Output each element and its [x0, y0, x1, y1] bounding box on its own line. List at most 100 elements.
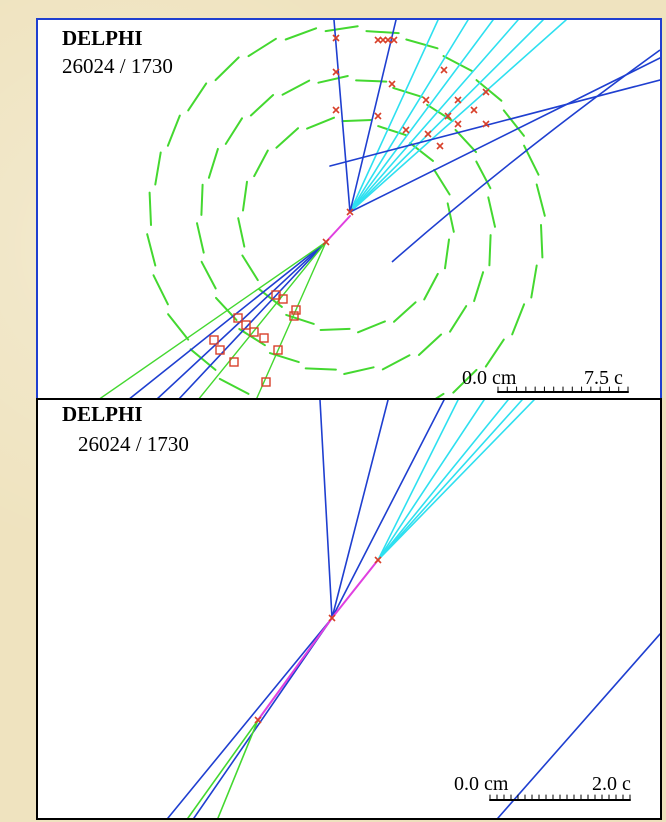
light-track — [349, 20, 519, 213]
hit-marker — [388, 80, 396, 88]
hit-marker — [374, 112, 382, 120]
detector-segment-middle — [249, 94, 275, 117]
hit-marker — [482, 120, 490, 128]
detector-segment-inner — [241, 254, 259, 282]
detector-segment-inner — [433, 168, 451, 196]
cluster-marker — [233, 313, 243, 323]
track — [349, 20, 397, 213]
detector-segment-inner — [242, 180, 248, 212]
hit-marker — [332, 34, 340, 42]
track — [331, 400, 445, 619]
track — [319, 400, 333, 619]
detector-segment-inner — [237, 217, 246, 248]
hit-marker — [322, 238, 330, 246]
detector-segment-inner — [253, 149, 269, 178]
detector-segment-middle — [488, 234, 492, 267]
detector-segment-middle — [304, 367, 337, 371]
detector-segment-middle — [196, 222, 205, 254]
detector-segment-inner — [409, 142, 434, 162]
secondary-track — [197, 241, 327, 400]
detector-segment-middle — [224, 117, 243, 145]
vertex-marker — [374, 556, 382, 564]
detector-segment-outer — [484, 338, 505, 368]
detector-segment-middle — [426, 103, 454, 122]
detector-segment-outer — [187, 82, 208, 112]
hit-marker — [390, 36, 398, 44]
secondary-track — [187, 719, 259, 818]
detector-segment-middle — [200, 260, 217, 290]
detector-segment-middle — [200, 183, 204, 216]
detector-segment-outer — [511, 303, 526, 336]
event-display-zoom: DELPHI 26024 / 1730 0.0 cm 2.0 c — [36, 398, 662, 820]
detector-segment-inner — [285, 313, 315, 325]
cluster-marker — [215, 345, 225, 355]
detector-segment-outer — [540, 224, 544, 259]
light-track — [349, 20, 544, 213]
track — [167, 617, 333, 818]
detector-segment-middle — [449, 305, 468, 333]
hit-marker — [470, 106, 478, 114]
detector-segment-outer — [189, 348, 217, 371]
detector-segment-outer — [152, 274, 169, 306]
overview-canvas — [97, 20, 660, 400]
detector-segment-inner — [357, 320, 386, 334]
detector-segment-middle — [487, 196, 496, 228]
event-display-overview: DELPHI 26024 / 1730 0.0 cm 7.5 c — [36, 18, 662, 402]
track — [331, 400, 389, 619]
detector-segment-middle — [343, 366, 375, 375]
secondary-track — [255, 241, 327, 400]
detector-segment-inner — [341, 119, 373, 123]
detector-segment-middle — [475, 160, 492, 190]
light-track — [349, 20, 439, 213]
hit-marker — [332, 106, 340, 114]
track — [333, 20, 351, 213]
hit-marker — [402, 126, 410, 134]
light-track — [349, 20, 494, 213]
hit-marker — [454, 96, 462, 104]
detector-segment-outer — [530, 264, 538, 299]
detector-segment-outer — [502, 109, 525, 137]
detector-segment-outer — [324, 25, 359, 33]
bottom-scale-end: 2.0 c — [592, 773, 631, 795]
detector-segment-outer — [284, 27, 318, 41]
hit-marker — [332, 68, 340, 76]
detector-segment-inner — [377, 125, 407, 137]
detector-segment-outer — [146, 233, 157, 267]
detector-segment-inner — [423, 272, 439, 301]
cluster-marker — [209, 335, 219, 345]
bottom-experiment-label: DELPHI — [62, 402, 143, 426]
vertex-marker — [328, 614, 336, 622]
detector-segment-outer — [148, 191, 152, 226]
track — [329, 79, 660, 167]
light-track — [349, 20, 567, 213]
detector-segment-outer — [452, 368, 478, 394]
vertex-link — [325, 215, 351, 243]
detector-segment-outer — [154, 151, 162, 186]
detector-segment-inner — [306, 116, 335, 130]
track — [497, 633, 660, 818]
cluster-marker — [229, 357, 239, 367]
detector-segment-outer — [442, 55, 474, 73]
detector-segment-inner — [444, 238, 450, 270]
hit-marker — [424, 130, 432, 138]
cluster-marker — [241, 320, 251, 330]
hit-marker — [444, 112, 452, 120]
light-track — [349, 20, 469, 213]
detector-segment-middle — [417, 333, 443, 356]
light-track — [377, 400, 459, 561]
cluster-marker — [249, 327, 259, 337]
cluster-marker — [291, 305, 301, 315]
cluster-marker — [278, 294, 288, 304]
secondary-track — [97, 241, 327, 400]
hit-marker — [482, 88, 490, 96]
detector-segment-middle — [381, 354, 411, 371]
light-track — [377, 400, 523, 561]
detector-segment-inner — [275, 127, 299, 149]
detector-segment-middle — [281, 79, 311, 96]
track — [349, 57, 660, 213]
vertex-marker — [254, 716, 262, 724]
hit-marker — [440, 66, 448, 74]
cluster-marker — [259, 333, 269, 343]
light-track — [377, 400, 535, 561]
hit-marker — [454, 120, 462, 128]
